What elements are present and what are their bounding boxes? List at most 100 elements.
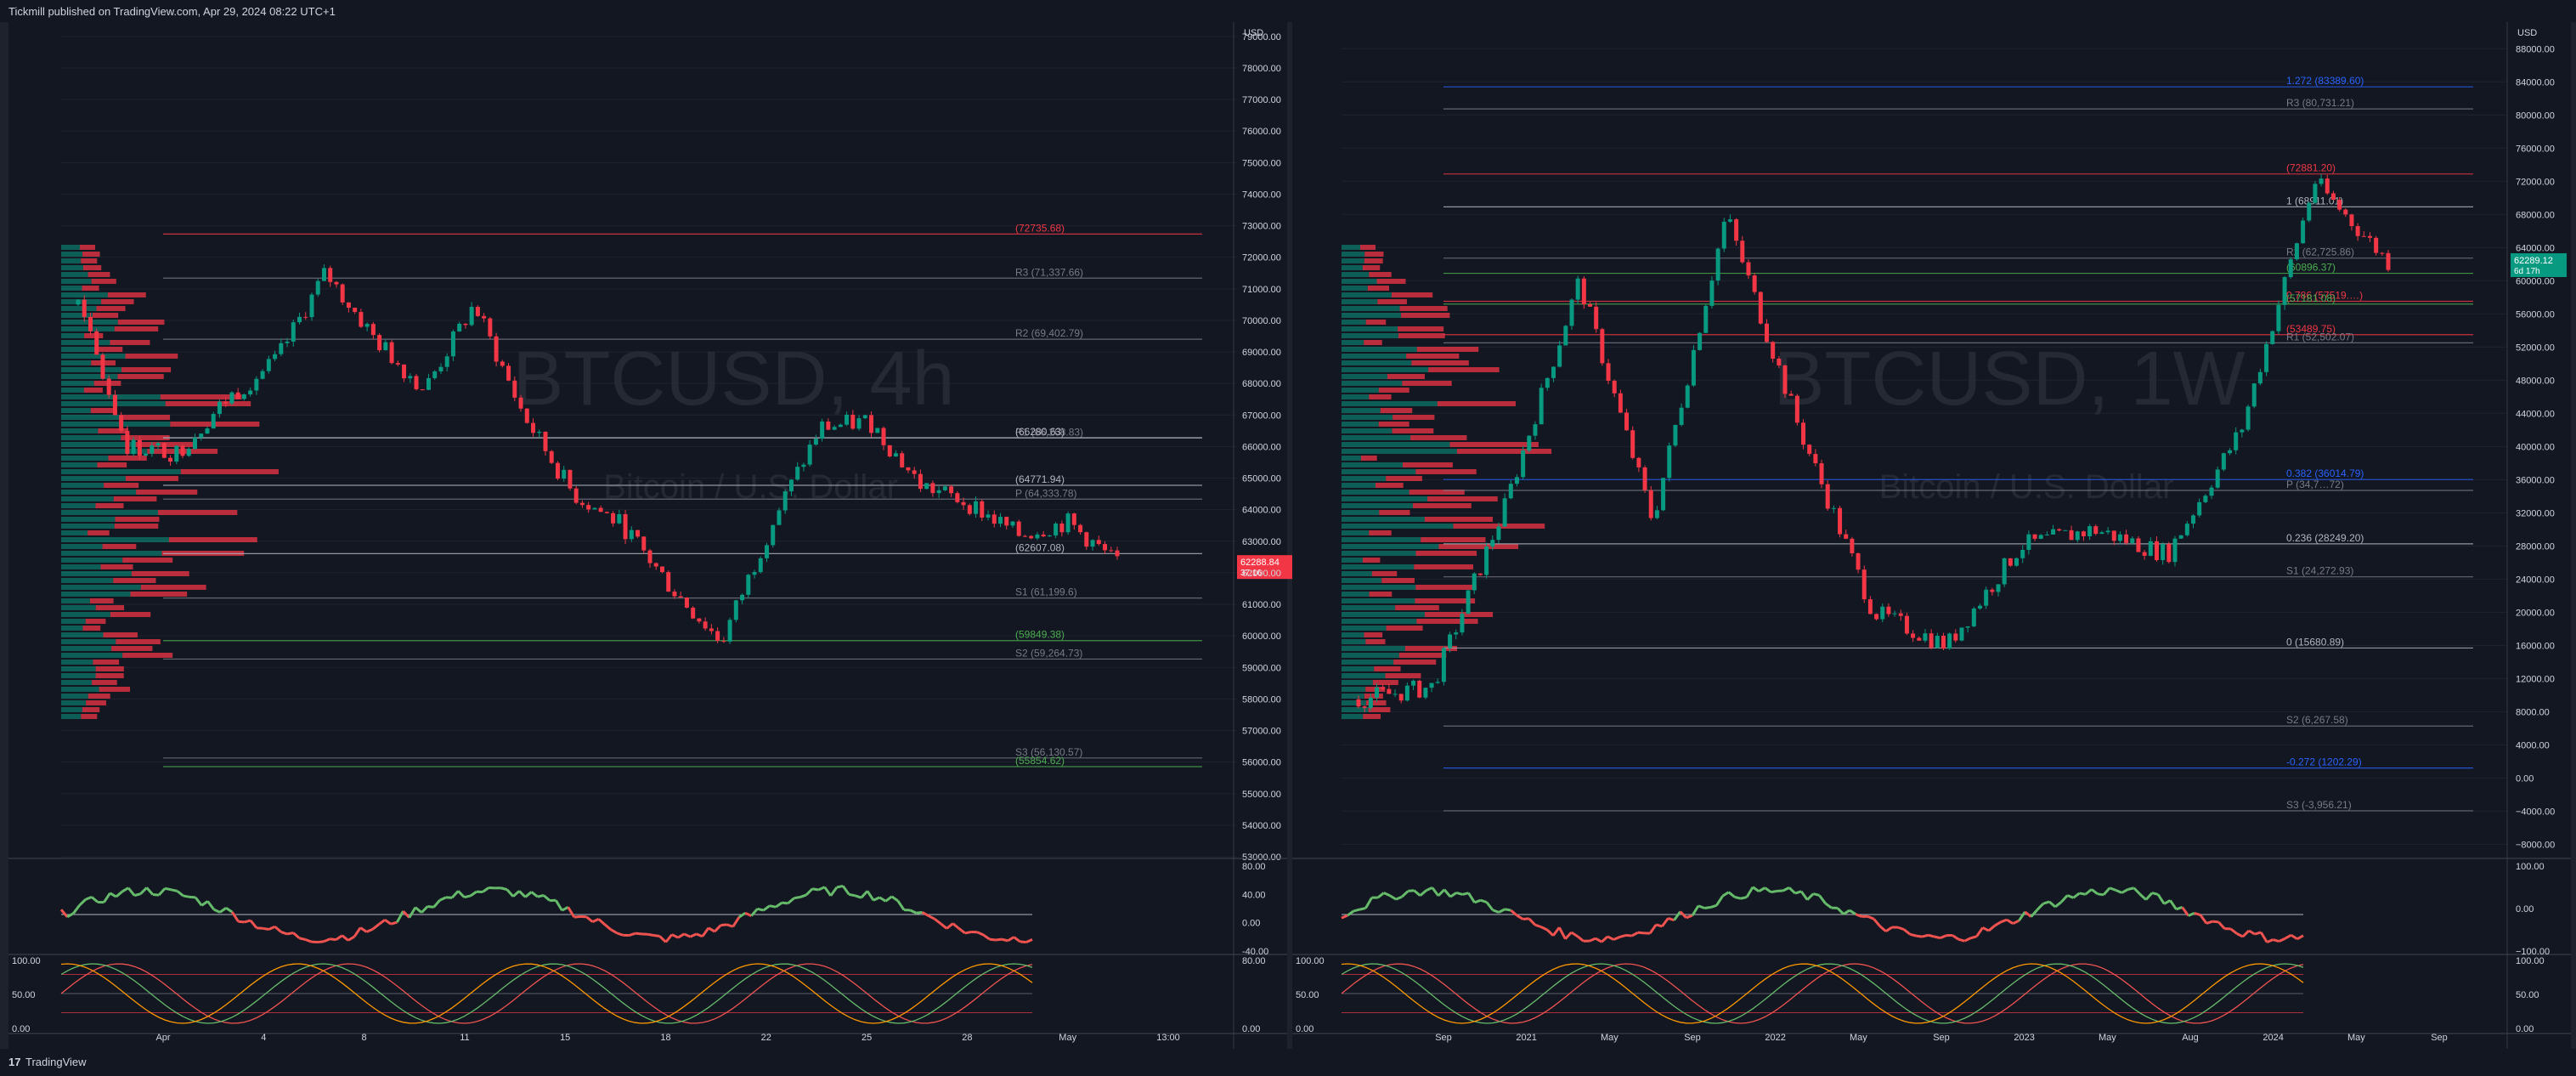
- rsi-line: [1498, 908, 1505, 914]
- candle-body: [1575, 278, 1580, 300]
- candle-body: [482, 315, 487, 319]
- rsi-line: [1383, 892, 1391, 898]
- candle-body: [1904, 615, 1909, 634]
- rsi-line: [1551, 926, 1561, 937]
- rsi-line: [231, 911, 240, 923]
- rsi-line: [1467, 892, 1476, 903]
- rsi-line: [2024, 910, 2032, 918]
- rsi-line: [524, 891, 533, 898]
- candle-body: [420, 389, 425, 391]
- candle-body: [1648, 490, 1653, 518]
- rsi-line: [555, 899, 563, 911]
- candle-body: [1004, 517, 1009, 526]
- candle-body: [579, 502, 585, 506]
- candle-body: [961, 501, 966, 506]
- candle-body: [740, 594, 745, 601]
- brand-name[interactable]: TradingView: [25, 1056, 87, 1068]
- rsi-line: [1020, 940, 1026, 944]
- candle-body: [192, 437, 197, 450]
- rsi-line: [330, 937, 336, 942]
- rsi-line: [1025, 938, 1033, 943]
- symbol-subtitle: Bitcoin / U.S. Dollar: [1879, 468, 2174, 506]
- y-tick-label: 73000.00: [1242, 222, 1281, 232]
- level-label: P (64,333.78): [1015, 487, 1077, 499]
- candle-body: [488, 318, 493, 337]
- candle-body: [524, 408, 529, 423]
- volume-profile-bar: [61, 483, 105, 488]
- candle-body: [1472, 573, 1477, 591]
- level-label: (59849.38): [1015, 629, 1065, 641]
- rsi-line: [1758, 886, 1766, 893]
- rsi-line: [1534, 923, 1542, 929]
- volume-profile-bar: [61, 605, 96, 610]
- x-tick-label: 22: [761, 1033, 771, 1043]
- rsi-line: [152, 893, 160, 897]
- volume-profile-bar: [117, 320, 165, 325]
- publish-header: Tickmill published on TradingView.com, A…: [0, 0, 2576, 22]
- candle-body: [1953, 633, 1958, 641]
- candle-body: [1109, 550, 1114, 552]
- volume-profile-bar: [61, 571, 132, 576]
- rsi-line: [2169, 899, 2178, 910]
- volume-profile-bar: [131, 571, 189, 576]
- candle-body: [2343, 209, 2348, 215]
- candle-body: [1667, 445, 1672, 479]
- volume-profile-bar: [1342, 422, 1379, 427]
- rsi-line: [689, 932, 698, 938]
- rsi-line: [1745, 886, 1754, 898]
- candle-body: [1496, 526, 1501, 541]
- volume-profile-bar: [1404, 646, 1458, 651]
- candle-body: [1911, 633, 1916, 638]
- rsi-line: [2156, 893, 2166, 905]
- level-label: S1 (61,199.6): [1015, 586, 1077, 598]
- y-tick-label: −4000.00: [2516, 807, 2555, 817]
- volume-profile-bar: [61, 694, 88, 699]
- rsi-line: [1570, 931, 1579, 937]
- candle-body: [2374, 237, 2379, 253]
- y-tick-label: 80000.00: [2516, 110, 2555, 121]
- rsi-line: [1485, 901, 1494, 911]
- candle-body: [531, 422, 536, 433]
- candle-body: [691, 607, 696, 619]
- rsi-line: [1994, 920, 2002, 927]
- volume-profile-bar: [1415, 469, 1477, 474]
- rsi-line: [1734, 896, 1742, 900]
- volume-profile-bar: [130, 592, 188, 597]
- volume-profile-bar: [140, 585, 206, 590]
- candle-body: [912, 470, 917, 474]
- candle-body: [1856, 553, 1861, 570]
- level-label: (66280.63): [1015, 426, 1065, 438]
- tradingview-logo-icon[interactable]: 17: [8, 1056, 21, 1068]
- candle-body: [1758, 292, 1763, 324]
- stoch-left-tick: 0.00: [12, 1024, 30, 1034]
- candle-body: [555, 462, 560, 479]
- candle-body: [924, 483, 929, 490]
- candle-body: [1898, 613, 1903, 616]
- volume-profile-bar: [61, 306, 97, 311]
- y-tick-label: 61000.00: [1242, 600, 1281, 610]
- rsi-line: [1540, 926, 1548, 932]
- rsi-line: [2194, 911, 2201, 917]
- rsi-line: [811, 887, 819, 892]
- volume-profile-bar: [61, 422, 171, 427]
- volume-profile-bar: [1342, 632, 1364, 637]
- candle-body: [303, 316, 308, 318]
- candle-body: [402, 364, 407, 379]
- rsi-line: [1934, 935, 1941, 940]
- y-tick-label: 56000.00: [1242, 758, 1281, 768]
- volume-profile-bar: [1415, 585, 1477, 590]
- rsi-line: [90, 896, 99, 903]
- rsi-line: [2296, 934, 2304, 941]
- volume-profile-bar: [1342, 354, 1407, 359]
- x-tick-label: 2024: [2262, 1033, 2283, 1043]
- y-tick-label: 54000.00: [1242, 821, 1281, 831]
- publisher-text: Tickmill published on TradingView.com, A…: [8, 5, 336, 18]
- volume-profile-bar: [1365, 700, 1387, 705]
- rsi-line: [396, 910, 404, 923]
- volume-profile-bar: [1342, 653, 1399, 658]
- rsi-line: [1970, 935, 1977, 940]
- rsi-line: [1836, 907, 1844, 915]
- price-badge-time: 6d 17h: [2514, 267, 2540, 276]
- rsi-line: [1625, 933, 1632, 937]
- volume-profile-bar: [61, 619, 86, 624]
